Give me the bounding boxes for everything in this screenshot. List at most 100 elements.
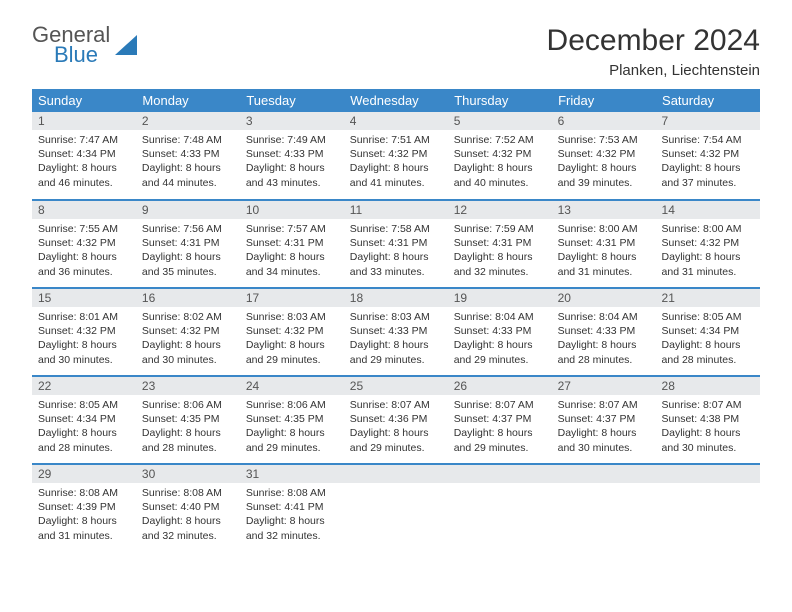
calendar-day-cell: 8Sunrise: 7:55 AMSunset: 4:32 PMDaylight… xyxy=(32,200,136,288)
calendar-week-row: 22Sunrise: 8:05 AMSunset: 4:34 PMDayligh… xyxy=(32,376,760,464)
calendar-day-cell: 20Sunrise: 8:04 AMSunset: 4:33 PMDayligh… xyxy=(552,288,656,376)
day-details: Sunrise: 8:07 AMSunset: 4:38 PMDaylight:… xyxy=(656,395,760,461)
day-details: Sunrise: 8:01 AMSunset: 4:32 PMDaylight:… xyxy=(32,307,136,373)
day-number: 1 xyxy=(32,112,136,130)
day-number xyxy=(552,465,656,483)
day-details: Sunrise: 8:02 AMSunset: 4:32 PMDaylight:… xyxy=(136,307,240,373)
calendar-day-cell: 21Sunrise: 8:05 AMSunset: 4:34 PMDayligh… xyxy=(656,288,760,376)
day-details: Sunrise: 8:03 AMSunset: 4:32 PMDaylight:… xyxy=(240,307,344,373)
location-label: Planken, Liechtenstein xyxy=(547,62,760,79)
calendar-day-cell: 27Sunrise: 8:07 AMSunset: 4:37 PMDayligh… xyxy=(552,376,656,464)
day-number: 28 xyxy=(656,377,760,395)
day-number: 13 xyxy=(552,201,656,219)
day-details: Sunrise: 8:06 AMSunset: 4:35 PMDaylight:… xyxy=(240,395,344,461)
calendar-day-cell: 17Sunrise: 8:03 AMSunset: 4:32 PMDayligh… xyxy=(240,288,344,376)
day-number: 17 xyxy=(240,289,344,307)
day-details: Sunrise: 7:56 AMSunset: 4:31 PMDaylight:… xyxy=(136,219,240,285)
day-number: 22 xyxy=(32,377,136,395)
header: General Blue December 2024 Planken, Liec… xyxy=(32,24,760,79)
day-number: 5 xyxy=(448,112,552,130)
calendar-day-cell: 15Sunrise: 8:01 AMSunset: 4:32 PMDayligh… xyxy=(32,288,136,376)
day-details: Sunrise: 7:55 AMSunset: 4:32 PMDaylight:… xyxy=(32,219,136,285)
day-number: 7 xyxy=(656,112,760,130)
calendar-week-row: 29Sunrise: 8:08 AMSunset: 4:39 PMDayligh… xyxy=(32,464,760,552)
day-details: Sunrise: 8:04 AMSunset: 4:33 PMDaylight:… xyxy=(448,307,552,373)
calendar-empty-cell xyxy=(552,464,656,552)
day-details: Sunrise: 8:07 AMSunset: 4:36 PMDaylight:… xyxy=(344,395,448,461)
calendar-empty-cell xyxy=(656,464,760,552)
day-details: Sunrise: 7:51 AMSunset: 4:32 PMDaylight:… xyxy=(344,130,448,196)
day-number: 6 xyxy=(552,112,656,130)
calendar-day-cell: 3Sunrise: 7:49 AMSunset: 4:33 PMDaylight… xyxy=(240,112,344,200)
day-details: Sunrise: 8:08 AMSunset: 4:41 PMDaylight:… xyxy=(240,483,344,549)
calendar-day-cell: 7Sunrise: 7:54 AMSunset: 4:32 PMDaylight… xyxy=(656,112,760,200)
calendar-day-cell: 4Sunrise: 7:51 AMSunset: 4:32 PMDaylight… xyxy=(344,112,448,200)
calendar-week-row: 8Sunrise: 7:55 AMSunset: 4:32 PMDaylight… xyxy=(32,200,760,288)
calendar-day-cell: 18Sunrise: 8:03 AMSunset: 4:33 PMDayligh… xyxy=(344,288,448,376)
day-details: Sunrise: 8:04 AMSunset: 4:33 PMDaylight:… xyxy=(552,307,656,373)
calendar-day-cell: 9Sunrise: 7:56 AMSunset: 4:31 PMDaylight… xyxy=(136,200,240,288)
day-details: Sunrise: 7:48 AMSunset: 4:33 PMDaylight:… xyxy=(136,130,240,196)
day-number: 20 xyxy=(552,289,656,307)
day-number: 8 xyxy=(32,201,136,219)
calendar-day-cell: 31Sunrise: 8:08 AMSunset: 4:41 PMDayligh… xyxy=(240,464,344,552)
calendar-day-cell: 14Sunrise: 8:00 AMSunset: 4:32 PMDayligh… xyxy=(656,200,760,288)
calendar-day-cell: 25Sunrise: 8:07 AMSunset: 4:36 PMDayligh… xyxy=(344,376,448,464)
day-details: Sunrise: 8:08 AMSunset: 4:39 PMDaylight:… xyxy=(32,483,136,549)
day-number xyxy=(448,465,552,483)
calendar-column-header: Friday xyxy=(552,89,656,112)
calendar-day-cell: 1Sunrise: 7:47 AMSunset: 4:34 PMDaylight… xyxy=(32,112,136,200)
logo-word-blue: Blue xyxy=(54,44,110,66)
day-details: Sunrise: 8:08 AMSunset: 4:40 PMDaylight:… xyxy=(136,483,240,549)
calendar-empty-cell xyxy=(448,464,552,552)
calendar-day-cell: 19Sunrise: 8:04 AMSunset: 4:33 PMDayligh… xyxy=(448,288,552,376)
day-details: Sunrise: 8:00 AMSunset: 4:31 PMDaylight:… xyxy=(552,219,656,285)
calendar-column-header: Monday xyxy=(136,89,240,112)
day-number: 31 xyxy=(240,465,344,483)
day-number: 18 xyxy=(344,289,448,307)
logo: General Blue xyxy=(32,24,141,66)
calendar-table: SundayMondayTuesdayWednesdayThursdayFrid… xyxy=(32,89,760,552)
calendar-day-cell: 26Sunrise: 8:07 AMSunset: 4:37 PMDayligh… xyxy=(448,376,552,464)
calendar-day-cell: 23Sunrise: 8:06 AMSunset: 4:35 PMDayligh… xyxy=(136,376,240,464)
calendar-day-cell: 11Sunrise: 7:58 AMSunset: 4:31 PMDayligh… xyxy=(344,200,448,288)
day-details: Sunrise: 7:47 AMSunset: 4:34 PMDaylight:… xyxy=(32,130,136,196)
calendar-week-row: 15Sunrise: 8:01 AMSunset: 4:32 PMDayligh… xyxy=(32,288,760,376)
day-number: 16 xyxy=(136,289,240,307)
logo-sail-icon xyxy=(115,35,141,59)
day-details: Sunrise: 8:07 AMSunset: 4:37 PMDaylight:… xyxy=(552,395,656,461)
calendar-week-row: 1Sunrise: 7:47 AMSunset: 4:34 PMDaylight… xyxy=(32,112,760,200)
calendar-day-cell: 29Sunrise: 8:08 AMSunset: 4:39 PMDayligh… xyxy=(32,464,136,552)
day-number: 15 xyxy=(32,289,136,307)
day-number: 2 xyxy=(136,112,240,130)
day-number: 30 xyxy=(136,465,240,483)
day-details: Sunrise: 7:54 AMSunset: 4:32 PMDaylight:… xyxy=(656,130,760,196)
title-block: December 2024 Planken, Liechtenstein xyxy=(547,24,760,79)
day-number: 27 xyxy=(552,377,656,395)
day-details: Sunrise: 8:00 AMSunset: 4:32 PMDaylight:… xyxy=(656,219,760,285)
day-details: Sunrise: 8:05 AMSunset: 4:34 PMDaylight:… xyxy=(656,307,760,373)
calendar-day-cell: 10Sunrise: 7:57 AMSunset: 4:31 PMDayligh… xyxy=(240,200,344,288)
day-details: Sunrise: 7:59 AMSunset: 4:31 PMDaylight:… xyxy=(448,219,552,285)
calendar-column-header: Thursday xyxy=(448,89,552,112)
day-number: 3 xyxy=(240,112,344,130)
calendar-day-cell: 5Sunrise: 7:52 AMSunset: 4:32 PMDaylight… xyxy=(448,112,552,200)
day-details: Sunrise: 8:07 AMSunset: 4:37 PMDaylight:… xyxy=(448,395,552,461)
day-number: 12 xyxy=(448,201,552,219)
calendar-header-row: SundayMondayTuesdayWednesdayThursdayFrid… xyxy=(32,89,760,112)
calendar-day-cell: 30Sunrise: 8:08 AMSunset: 4:40 PMDayligh… xyxy=(136,464,240,552)
calendar-column-header: Saturday xyxy=(656,89,760,112)
day-details: Sunrise: 7:58 AMSunset: 4:31 PMDaylight:… xyxy=(344,219,448,285)
day-number: 29 xyxy=(32,465,136,483)
calendar-day-cell: 24Sunrise: 8:06 AMSunset: 4:35 PMDayligh… xyxy=(240,376,344,464)
day-number: 21 xyxy=(656,289,760,307)
day-number: 14 xyxy=(656,201,760,219)
calendar-day-cell: 2Sunrise: 7:48 AMSunset: 4:33 PMDaylight… xyxy=(136,112,240,200)
day-number xyxy=(656,465,760,483)
day-details: Sunrise: 7:57 AMSunset: 4:31 PMDaylight:… xyxy=(240,219,344,285)
day-details: Sunrise: 7:52 AMSunset: 4:32 PMDaylight:… xyxy=(448,130,552,196)
day-number: 9 xyxy=(136,201,240,219)
day-number: 4 xyxy=(344,112,448,130)
calendar-day-cell: 28Sunrise: 8:07 AMSunset: 4:38 PMDayligh… xyxy=(656,376,760,464)
day-number: 26 xyxy=(448,377,552,395)
